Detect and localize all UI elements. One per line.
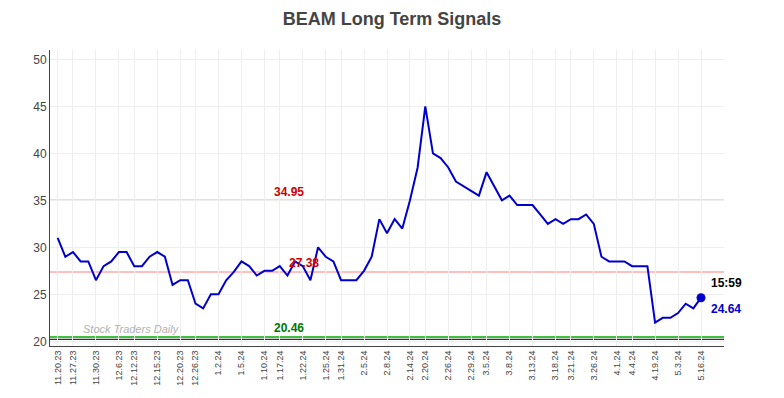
svg-text:3.8.24: 3.8.24 bbox=[504, 351, 514, 376]
svg-text:27.38: 27.38 bbox=[289, 256, 319, 270]
svg-text:20.46: 20.46 bbox=[274, 321, 304, 335]
svg-text:11.30.23: 11.30.23 bbox=[91, 351, 101, 385]
svg-text:2.20.24: 2.20.24 bbox=[420, 351, 430, 381]
svg-text:35: 35 bbox=[33, 194, 47, 208]
svg-text:34.95: 34.95 bbox=[274, 185, 304, 199]
svg-text:3.18.24: 3.18.24 bbox=[550, 351, 560, 381]
svg-text:30: 30 bbox=[33, 241, 47, 255]
svg-text:1.10.24: 1.10.24 bbox=[259, 351, 269, 381]
svg-text:4.19.24: 4.19.24 bbox=[650, 351, 660, 381]
svg-text:2.5.24: 2.5.24 bbox=[359, 351, 369, 376]
svg-text:Stock Traders Daily: Stock Traders Daily bbox=[83, 323, 180, 335]
svg-text:40: 40 bbox=[33, 147, 47, 161]
svg-text:1.25.24: 1.25.24 bbox=[321, 351, 331, 381]
svg-text:5.3.24: 5.3.24 bbox=[673, 351, 683, 376]
svg-text:12.15.23: 12.15.23 bbox=[152, 351, 162, 386]
svg-text:BEAM Long Term Signals: BEAM Long Term Signals bbox=[283, 9, 502, 29]
svg-text:24.64: 24.64 bbox=[711, 302, 741, 316]
svg-text:1.22.24: 1.22.24 bbox=[298, 351, 308, 381]
svg-text:11.27.23: 11.27.23 bbox=[68, 351, 78, 385]
svg-text:2.26.24: 2.26.24 bbox=[443, 351, 453, 381]
svg-text:2.8.24: 2.8.24 bbox=[382, 351, 392, 376]
svg-text:25: 25 bbox=[33, 288, 47, 302]
svg-text:45: 45 bbox=[33, 100, 47, 114]
svg-text:1.31.24: 1.31.24 bbox=[336, 351, 346, 381]
svg-text:3.21.24: 3.21.24 bbox=[566, 351, 576, 381]
svg-text:3.5.24: 3.5.24 bbox=[481, 351, 491, 376]
svg-text:50: 50 bbox=[33, 53, 47, 67]
svg-text:12.12.23: 12.12.23 bbox=[129, 351, 139, 386]
svg-text:4.1.24: 4.1.24 bbox=[612, 351, 622, 376]
svg-text:1.17.24: 1.17.24 bbox=[275, 351, 285, 381]
svg-text:12.6.23: 12.6.23 bbox=[114, 351, 124, 381]
svg-text:1.5.24: 1.5.24 bbox=[236, 351, 246, 376]
svg-text:15:59: 15:59 bbox=[711, 276, 742, 290]
svg-text:3.26.24: 3.26.24 bbox=[589, 351, 599, 381]
svg-text:1.2.24: 1.2.24 bbox=[213, 351, 223, 376]
svg-text:3.13.24: 3.13.24 bbox=[527, 351, 537, 381]
svg-text:4.4.24: 4.4.24 bbox=[627, 351, 637, 376]
svg-text:5.16.24: 5.16.24 bbox=[696, 351, 706, 381]
svg-text:2.14.24: 2.14.24 bbox=[405, 351, 415, 381]
svg-text:2.29.24: 2.29.24 bbox=[466, 351, 476, 381]
svg-text:20: 20 bbox=[33, 335, 47, 349]
svg-text:12.26.23: 12.26.23 bbox=[190, 351, 200, 386]
svg-text:11.20.23: 11.20.23 bbox=[53, 351, 63, 385]
svg-text:12.20.23: 12.20.23 bbox=[175, 351, 185, 386]
